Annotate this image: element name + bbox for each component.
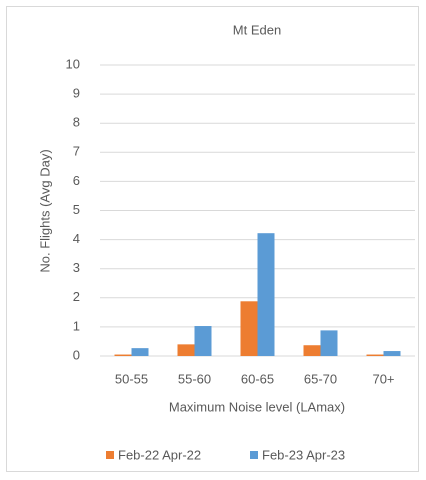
y-tick-label: 1 [73, 318, 80, 333]
y-tick-label: 4 [73, 231, 80, 246]
bar [131, 348, 149, 356]
x-tick-label: 70+ [372, 371, 394, 386]
legend-label: Feb-22 Apr-22 [118, 447, 201, 462]
legend-label: Feb-23 Apr-23 [262, 447, 345, 462]
chart-title: Mt Eden [233, 22, 281, 37]
x-tick-label: 55-60 [178, 371, 211, 386]
y-tick-label: 7 [73, 144, 80, 159]
y-tick-label: 2 [73, 289, 80, 304]
x-tick-label: 65-70 [304, 371, 337, 386]
legend-swatch [106, 451, 114, 459]
y-tick-label: 6 [73, 173, 80, 188]
bar [320, 330, 338, 356]
y-tick-label: 5 [73, 202, 80, 217]
bar [257, 233, 275, 356]
bar [194, 326, 212, 356]
bar [114, 354, 132, 356]
bar [303, 345, 321, 356]
bar [177, 344, 195, 356]
x-axis-title: Maximum Noise level (LAmax) [169, 399, 345, 414]
chart-border [6, 6, 419, 472]
y-tick-label: 10 [66, 56, 80, 71]
y-axis-title: No. Flights (Avg Day) [37, 149, 52, 272]
bar [383, 351, 401, 356]
y-tick-label: 8 [73, 115, 80, 130]
bar [240, 301, 258, 356]
y-tick-label: 9 [73, 86, 80, 101]
x-tick-label: 50-55 [115, 371, 148, 386]
x-tick-label: 60-65 [241, 371, 274, 386]
y-tick-label: 3 [73, 260, 80, 275]
legend-swatch [250, 451, 258, 459]
bar [366, 354, 384, 356]
y-tick-label: 0 [73, 347, 80, 362]
